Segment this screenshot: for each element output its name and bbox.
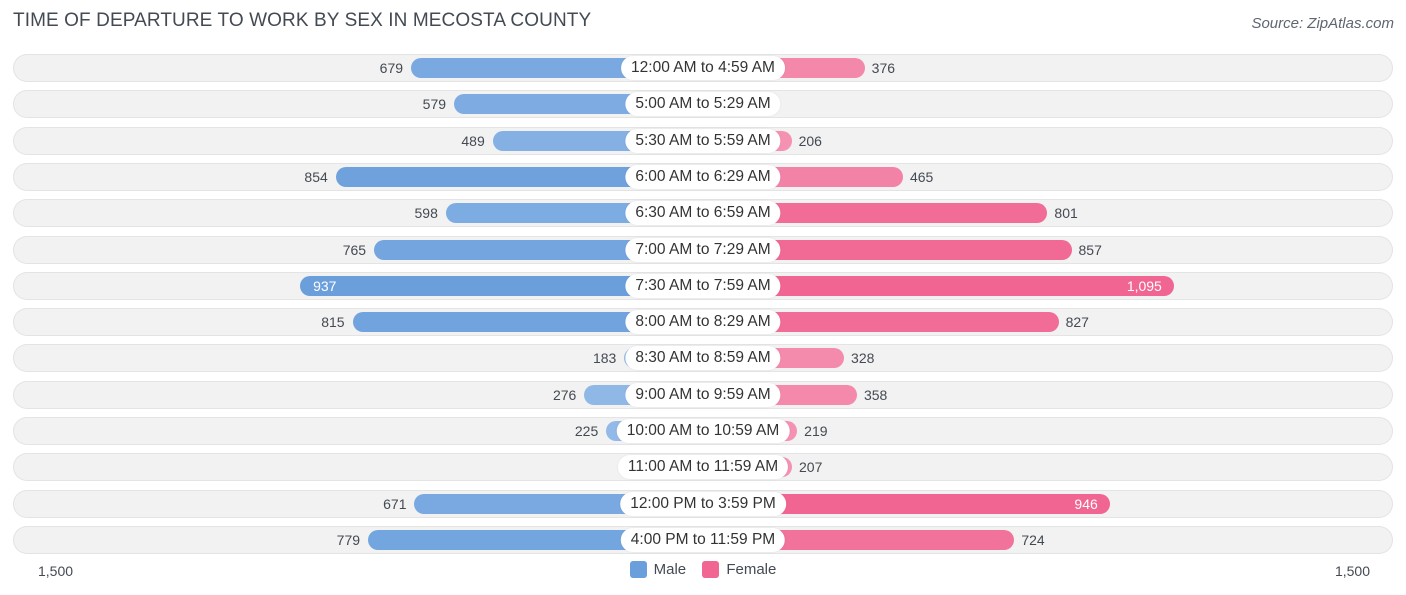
- value-label-female: 206: [798, 132, 822, 149]
- value-label-male: 765: [342, 241, 367, 258]
- category-label: 12:00 AM to 4:59 AM: [621, 56, 785, 80]
- value-label-male: 598: [414, 205, 438, 222]
- axis-left-label: 1,500: [38, 563, 74, 579]
- legend-item-female: Female: [702, 561, 776, 578]
- bar-male: [300, 275, 703, 296]
- bar-female: [703, 493, 1110, 514]
- bar-male: [335, 166, 703, 187]
- bar-male: [352, 312, 703, 333]
- legend-label-female: Female: [726, 561, 777, 578]
- value-label-male: 671: [383, 495, 407, 512]
- category-label: 7:30 AM to 7:59 AM: [625, 273, 781, 298]
- category-label: 6:30 AM to 6:59 AM: [625, 201, 781, 226]
- value-label-female: 219: [804, 423, 828, 439]
- value-label-male: 937: [313, 277, 337, 294]
- bar-male: [374, 239, 703, 260]
- value-label-female: 946: [1074, 495, 1098, 512]
- value-label-female: 465: [909, 168, 934, 185]
- legend-swatch-female: [702, 561, 720, 578]
- value-label-female: 376: [871, 60, 896, 76]
- value-label-female: 724: [1021, 531, 1045, 548]
- value-label-female: 207: [799, 459, 823, 476]
- legend: Male Female: [0, 561, 1406, 582]
- value-label-male: 779: [336, 531, 361, 548]
- category-label: 8:00 AM to 8:29 AM: [625, 310, 781, 335]
- value-label-female: 857: [1078, 241, 1102, 258]
- category-label: 4:00 PM to 11:59 PM: [620, 527, 786, 552]
- value-label-male: 183: [592, 350, 617, 367]
- value-label-female: 827: [1065, 314, 1089, 331]
- legend-item-male: Male: [629, 561, 687, 578]
- value-label-female: 328: [851, 350, 875, 367]
- value-label-male: 815: [321, 314, 345, 331]
- category-label: 10:00 AM to 10:59 AM: [616, 419, 790, 443]
- legend-label-male: Male: [653, 561, 687, 578]
- value-label-male: 679: [379, 60, 404, 76]
- category-label: 11:00 AM to 11:59 AM: [617, 455, 789, 480]
- value-label-female: 358: [863, 386, 888, 403]
- category-label: 6:00 AM to 6:29 AM: [625, 164, 781, 189]
- bar-male: [368, 529, 703, 550]
- value-label-male: 854: [304, 168, 328, 185]
- category-label: 7:00 AM to 7:29 AM: [625, 237, 781, 262]
- category-label: 5:30 AM to 5:59 AM: [625, 128, 781, 153]
- value-label-female: 801: [1054, 205, 1078, 222]
- value-label-female: 1,095: [1126, 277, 1162, 294]
- category-label: 12:00 PM to 3:59 PM: [620, 491, 786, 516]
- value-label-male: 489: [461, 132, 485, 149]
- category-label: 5:00 AM to 5:29 AM: [625, 92, 781, 117]
- category-label: 8:30 AM to 8:59 AM: [625, 346, 781, 371]
- value-label-male: 225: [574, 423, 599, 439]
- axis-right-label: 1,500: [1334, 563, 1370, 579]
- bar-female: [703, 239, 1072, 260]
- bar-female: [703, 203, 1048, 224]
- source-credit: Source: ZipAtlas.com: [1251, 15, 1394, 32]
- legend-swatch-male: [629, 561, 647, 578]
- value-label-male: 276: [552, 386, 577, 403]
- category-label: 9:00 AM to 9:59 AM: [625, 382, 781, 407]
- value-label-male: 579: [422, 96, 447, 113]
- bar-female: [703, 275, 1174, 296]
- bar-female: [703, 312, 1059, 333]
- chart-title: TIME OF DEPARTURE TO WORK BY SEX IN MECO…: [13, 10, 592, 31]
